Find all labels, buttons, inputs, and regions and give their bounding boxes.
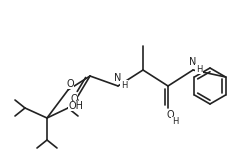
Text: OH: OH: [68, 101, 83, 111]
Text: H: H: [120, 80, 127, 89]
Text: H: H: [171, 118, 178, 127]
Text: O: O: [165, 110, 173, 120]
Text: N: N: [114, 73, 121, 83]
Text: H: H: [195, 64, 201, 73]
Text: O: O: [70, 94, 77, 104]
Text: O: O: [66, 79, 74, 89]
Text: N: N: [188, 57, 196, 67]
